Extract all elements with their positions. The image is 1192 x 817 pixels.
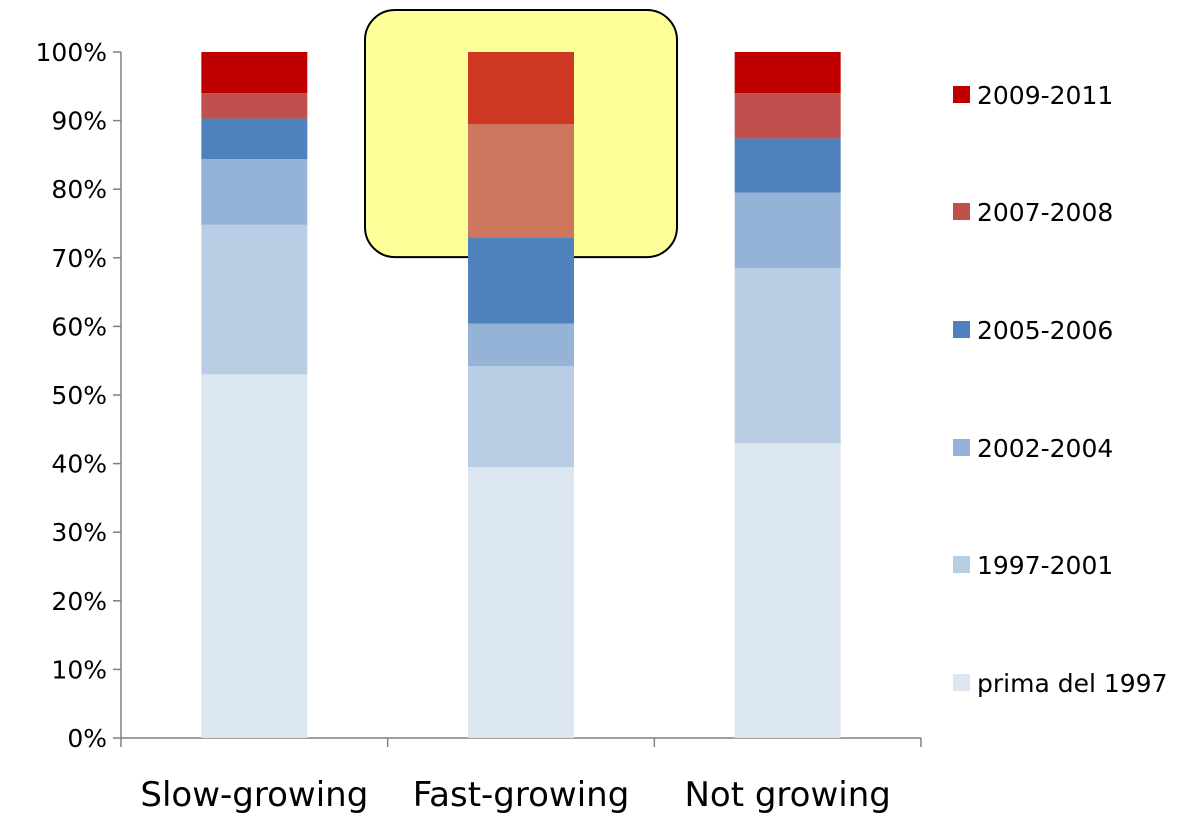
legend-label: 1997-2001 (977, 551, 1113, 580)
y-tick-label: 50% (51, 381, 107, 410)
bar-segment (734, 443, 841, 738)
bar-segment (734, 52, 841, 94)
y-tick-label: 100% (36, 38, 107, 67)
bar-segment (468, 237, 574, 324)
y-tick-label: 40% (51, 450, 107, 479)
bar-segment (468, 467, 574, 738)
legend-label: 2009-2011 (977, 81, 1113, 110)
y-tick-label: 80% (51, 175, 107, 204)
bar-segment (201, 224, 308, 375)
y-tick-label: 30% (51, 518, 107, 547)
legend-label: 2005-2006 (977, 316, 1113, 345)
y-tick-label: 90% (51, 107, 107, 136)
bar-segment (734, 138, 841, 193)
y-tick-label: 70% (51, 244, 107, 273)
y-tick-label: 60% (51, 312, 107, 341)
bar-segment (201, 374, 308, 738)
legend-swatch (953, 439, 970, 456)
x-tick-label: Not growing (684, 775, 890, 813)
bar-segment (201, 52, 308, 94)
bar-segment (468, 124, 574, 238)
bar-segment (201, 93, 308, 119)
y-tick-label: 0% (67, 724, 107, 753)
legend-label: 2002-2004 (977, 434, 1113, 463)
y-tick-label: 10% (51, 655, 107, 684)
legend-label: prima del 1997 (977, 669, 1167, 698)
legend-swatch (953, 556, 970, 573)
bar-segment (734, 192, 841, 269)
y-tick-label: 20% (51, 587, 107, 616)
legend: 2009-2011 2007-2008 2005-2006 2002-2004 1997… (953, 81, 1167, 698)
bar-segment (734, 268, 841, 444)
legend-swatch (953, 674, 970, 691)
bars (201, 52, 841, 738)
bar-segment (468, 366, 574, 468)
x-tick-label: Slow-growing (140, 775, 368, 813)
legend-swatch (953, 86, 970, 103)
legend-label: 2007-2008 (977, 198, 1113, 227)
axes: 0% 10% 20% 30% 40% 50% 60% 70% 80% 90% 100% Slow-gr… (36, 38, 922, 815)
bar-segment (734, 93, 841, 139)
legend-swatch (953, 203, 970, 220)
bar-segment (468, 323, 574, 367)
bar-segment (201, 118, 308, 160)
legend-swatch (953, 321, 970, 338)
bar-segment (468, 52, 574, 125)
x-tick-label: Fast-growing (413, 775, 630, 813)
bar-segment (201, 159, 308, 225)
